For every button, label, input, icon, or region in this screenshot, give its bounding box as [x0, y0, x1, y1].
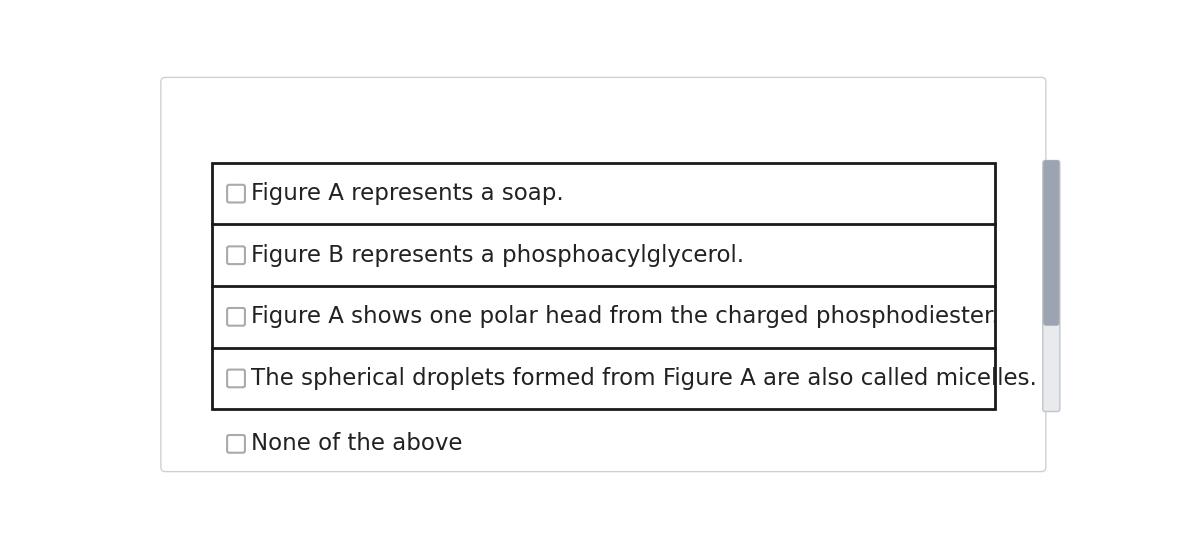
FancyBboxPatch shape: [227, 370, 245, 388]
Text: Figure A shows one polar head from the charged phosphodiester.: Figure A shows one polar head from the c…: [251, 305, 998, 328]
FancyBboxPatch shape: [161, 78, 1046, 472]
Text: Figure B represents a phosphoacylglycerol.: Figure B represents a phosphoacylglycero…: [251, 244, 744, 267]
Text: None of the above: None of the above: [251, 433, 462, 455]
Text: Figure A represents a soap.: Figure A represents a soap.: [251, 182, 564, 205]
FancyBboxPatch shape: [227, 435, 245, 453]
FancyBboxPatch shape: [227, 185, 245, 203]
FancyBboxPatch shape: [1044, 160, 1060, 325]
FancyBboxPatch shape: [227, 308, 245, 326]
FancyBboxPatch shape: [227, 247, 245, 264]
Text: The spherical droplets formed from Figure A are also called micelles.: The spherical droplets formed from Figur…: [251, 367, 1037, 390]
FancyBboxPatch shape: [1043, 160, 1060, 411]
Bar: [212, 163, 995, 409]
